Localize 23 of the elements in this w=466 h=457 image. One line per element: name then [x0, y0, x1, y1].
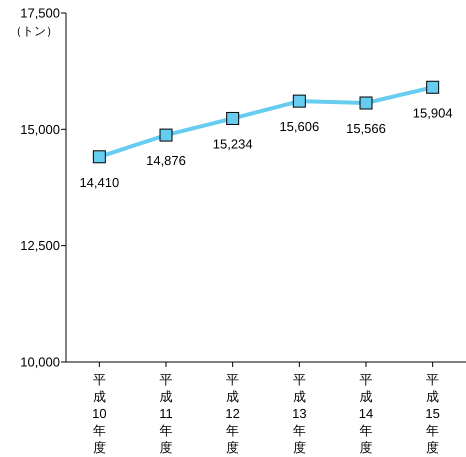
- data-label: 15,606: [279, 119, 320, 134]
- y-tick-label: 10,000: [20, 354, 60, 370]
- x-tick-label: 平成12年度: [225, 372, 240, 455]
- data-label: 14,410: [79, 174, 120, 190]
- point: [160, 128, 172, 142]
- x-tick-label: 平成11年度: [159, 372, 173, 455]
- data-label: 15,566: [346, 120, 386, 136]
- x-tick-label: 平成14年度: [358, 372, 374, 455]
- y-axis-title: （トン）: [10, 24, 58, 38]
- y-tick-label: 12,500: [20, 238, 60, 254]
- data-label: 15,234: [212, 136, 253, 152]
- point: [426, 80, 440, 94]
- x-tick-label: 平成13年度: [292, 372, 307, 455]
- point: [360, 96, 372, 110]
- y-tick-label: 15,000: [20, 122, 60, 137]
- y-tick-label: 17,500: [20, 6, 60, 21]
- point: [292, 94, 306, 108]
- x-tick-label: 平成10年度: [92, 372, 107, 455]
- data-label: 15,904: [412, 105, 453, 120]
- point: [92, 150, 106, 164]
- data-label: 14,876: [146, 153, 186, 168]
- point: [226, 112, 240, 125]
- x-tick-label: 平成15年度: [425, 372, 440, 455]
